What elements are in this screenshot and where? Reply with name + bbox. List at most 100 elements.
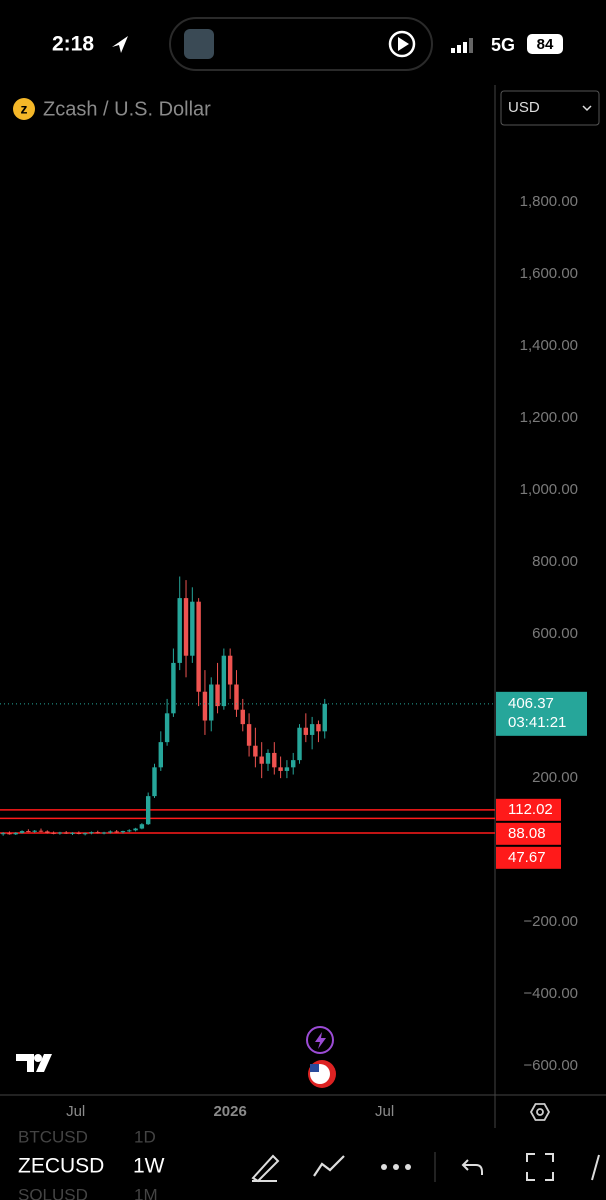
candle-body	[51, 832, 56, 834]
level-badge	[496, 822, 561, 845]
candle-body	[13, 832, 18, 835]
next-interval[interactable]: 1M	[134, 1185, 158, 1200]
play-icon	[388, 30, 416, 58]
flag-canton	[310, 1064, 319, 1072]
y-tick-label: 1,000.00	[520, 481, 578, 498]
location-icon	[112, 36, 128, 53]
candle-body	[291, 760, 296, 768]
candle-body	[158, 742, 164, 768]
candle-body	[152, 767, 157, 797]
candle-body	[7, 833, 12, 835]
battery-level: 84	[537, 36, 554, 53]
dynamic-island	[169, 17, 433, 71]
candle-body	[45, 831, 50, 833]
candle-body	[108, 831, 113, 833]
instrument-title: Zcash / U.S. Dollar	[43, 98, 211, 120]
level-badge	[496, 846, 561, 869]
fullscreen-button[interactable]	[526, 1153, 554, 1181]
candle-body	[215, 684, 220, 707]
candle-body	[64, 832, 69, 834]
plot: 1,800.00 1,600.00 1,400.00 1,200.00 1,000.00…	[0, 193, 578, 1120]
candle-body	[183, 598, 189, 656]
candle-body	[127, 830, 132, 832]
currency-label[interactable]: USD	[508, 99, 540, 116]
candle-body	[234, 684, 239, 710]
coin-icon	[13, 98, 35, 120]
network: 5G	[491, 35, 515, 55]
prev-interval[interactable]: 1D	[134, 1127, 156, 1146]
x-tick-label: 2026	[213, 1103, 246, 1120]
y-tick-label: −400.00	[523, 985, 578, 1002]
indicators-tool[interactable]	[313, 1155, 345, 1177]
candle-body	[145, 796, 151, 825]
y-tick-label: 800.00	[532, 553, 578, 570]
more-button[interactable]	[381, 1164, 411, 1170]
next-symbol[interactable]: SOLUSD	[18, 1185, 88, 1200]
candle-body	[133, 828, 138, 831]
candle-body	[297, 727, 302, 761]
candle-body	[202, 691, 208, 721]
candle-body	[177, 598, 182, 663]
y-tick-label: −600.00	[523, 1057, 578, 1074]
clock: 2:18	[52, 33, 94, 56]
currency-select[interactable]	[500, 90, 600, 126]
last-price-label: 406.37	[508, 695, 554, 712]
candle-body	[253, 745, 258, 757]
candle-body	[70, 832, 75, 834]
candle-body	[19, 831, 25, 833]
candle-body	[190, 601, 195, 656]
candle-body	[38, 830, 44, 832]
level-badge	[496, 798, 561, 821]
countdown-label: 03:41:21	[508, 714, 566, 731]
candle-body	[265, 752, 271, 764]
candle-body	[284, 767, 290, 771]
symbol[interactable]: ZECUSD	[18, 1155, 104, 1178]
x-tick-label: Jul	[375, 1103, 394, 1120]
y-tick-label: 1,600.00	[520, 265, 578, 282]
candle-body	[278, 767, 283, 771]
y-tick-label: 1,400.00	[520, 337, 578, 354]
level-label: 47.67	[508, 849, 546, 866]
level-label: 88.08	[508, 825, 546, 842]
signal	[451, 38, 473, 53]
candle-body	[316, 724, 321, 732]
more-tools[interactable]	[591, 1154, 600, 1181]
settings-icon[interactable]	[529, 1103, 551, 1121]
candle-body	[272, 752, 277, 768]
candle-body	[196, 601, 201, 692]
candle-body	[101, 832, 107, 834]
candle-body	[89, 832, 94, 834]
dropdown-caret	[582, 105, 592, 112]
last-price-badge	[496, 691, 587, 736]
candle-body	[26, 831, 31, 833]
draw-tool[interactable]	[251, 1154, 280, 1183]
prev-symbol[interactable]: BTCUSD	[18, 1127, 88, 1146]
y-tick-label: 600.00	[532, 625, 578, 642]
candle-body	[82, 833, 88, 835]
y-tick-label: 1,200.00	[520, 409, 578, 426]
undo-button[interactable]	[461, 1159, 483, 1175]
tv-logo	[16, 1054, 52, 1072]
candle-body	[139, 824, 145, 829]
interval[interactable]: 1W	[133, 1155, 165, 1178]
candle-body	[322, 703, 327, 732]
candle-body	[32, 830, 37, 832]
candle-body	[309, 724, 315, 735]
candle-body	[164, 713, 170, 743]
play-triangle	[398, 37, 409, 51]
candle-body	[76, 832, 82, 834]
y-tick-label: 200.00	[532, 769, 578, 786]
candle-body	[209, 684, 214, 721]
candle-body	[303, 727, 309, 735]
candle-body	[221, 655, 227, 707]
app-thumbnail	[184, 29, 214, 59]
y-tick-label: −200.00	[523, 913, 578, 930]
x-tick-label: Jul	[66, 1103, 85, 1120]
battery	[527, 34, 563, 54]
candle-body	[171, 662, 176, 714]
candle-body	[227, 655, 233, 685]
level-label: 112.02	[508, 801, 553, 818]
candle-body	[246, 724, 252, 746]
